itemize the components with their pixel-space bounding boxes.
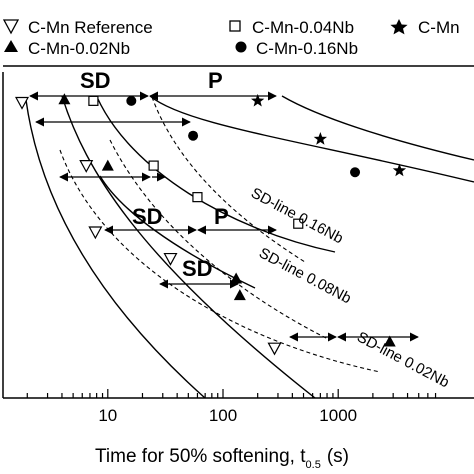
data-point-triangle-down-open bbox=[79, 160, 94, 173]
legend-label-reference: C-Mn Reference bbox=[28, 18, 153, 37]
annotation-p-mid: P bbox=[214, 204, 229, 229]
data-point-triangle-up-filled bbox=[233, 289, 246, 301]
plot-area bbox=[2, 65, 474, 399]
data-point-square-open bbox=[88, 95, 99, 106]
legend-label-cmn: C-Mn bbox=[418, 18, 460, 37]
data-point-star bbox=[313, 132, 327, 145]
data-point-triangle-down-open bbox=[267, 342, 282, 356]
data-point-star bbox=[251, 93, 265, 107]
data-markers bbox=[14, 93, 407, 356]
data-point-square-open bbox=[148, 160, 159, 171]
x-tick-label: 100 bbox=[209, 406, 237, 425]
triangle-up-filled-icon bbox=[4, 40, 18, 52]
legend-label-0.02nb: C-Mn-0.02Nb bbox=[28, 39, 130, 58]
data-point-triangle-up-filled bbox=[101, 159, 114, 171]
annotation-p-top: P bbox=[208, 68, 223, 93]
data-point-circle-filled bbox=[350, 167, 361, 178]
circle-filled-icon bbox=[235, 41, 247, 53]
sd-line-0.08nb bbox=[109, 139, 331, 341]
star-icon bbox=[390, 19, 408, 35]
legend-label-0.16nb: C-Mn-0.16Nb bbox=[256, 39, 358, 58]
x-axis-ticks bbox=[26, 389, 437, 398]
x-axis-title-unit: (s) bbox=[327, 446, 349, 467]
square-open-icon bbox=[229, 20, 241, 32]
fit-curve-cmn bbox=[281, 95, 474, 161]
data-point-square-open bbox=[293, 218, 304, 229]
annotation-sd-line-0.02nb: SD-line 0.02Nb bbox=[354, 329, 452, 392]
data-point-circle-filled bbox=[188, 130, 199, 141]
legend-label-0.04nb: C-Mn-0.04Nb bbox=[252, 18, 354, 37]
legend-item-0.04nb: C-Mn-0.04Nb bbox=[229, 18, 354, 37]
x-axis-title-main: Time for 50% softening, t bbox=[95, 446, 306, 467]
legend-item-0.16nb: C-Mn-0.16Nb bbox=[235, 39, 358, 58]
data-point-triangle-down-open bbox=[88, 226, 103, 240]
fit-curve-reference-upper bbox=[25, 99, 206, 399]
data-point-triangle-down-open bbox=[163, 252, 178, 266]
x-tick-label: 1000 bbox=[319, 406, 357, 425]
fit-curves bbox=[25, 95, 474, 399]
sd-line-0.02nb bbox=[59, 149, 381, 373]
sd-line-0.16nb bbox=[151, 96, 306, 263]
annotation-sd-low: SD bbox=[182, 256, 213, 281]
data-point-square-open bbox=[192, 192, 203, 203]
data-point-star bbox=[392, 163, 407, 177]
legend-item-reference: C-Mn Reference bbox=[2, 18, 153, 37]
fit-curve-0.16nb bbox=[149, 95, 474, 183]
annotation-sd-mid: SD bbox=[132, 204, 163, 229]
data-point-circle-filled bbox=[126, 95, 137, 106]
x-tick-labels: 10 100 1000 bbox=[98, 406, 357, 425]
data-point-triangle-down-open bbox=[14, 96, 30, 110]
legend: C-Mn Reference C-Mn-0.04Nb C-Mn C-Mn-0.0… bbox=[2, 18, 460, 58]
legend-item-cmn: C-Mn bbox=[390, 18, 460, 37]
triangle-down-open-icon bbox=[2, 19, 20, 35]
fit-curve-0.02nb-upper bbox=[61, 95, 316, 399]
annotation-sd-top: SD bbox=[80, 68, 111, 93]
x-axis-title: Time for 50% softening, t0.5 (s) bbox=[95, 446, 349, 471]
sd-lines bbox=[59, 96, 381, 373]
x-tick-label: 10 bbox=[98, 406, 117, 425]
data-point-triangle-up-filled bbox=[230, 272, 243, 284]
data-point-triangle-up-filled bbox=[58, 93, 71, 105]
annotation-sd-line-0.08nb: SD-line 0.08Nb bbox=[256, 245, 354, 308]
annotation-sd-line-0.16nb: SD-line 0.16Nb bbox=[248, 185, 346, 248]
x-axis-title-subscript: 0.5 bbox=[306, 459, 321, 471]
data-point-triangle-up-filled bbox=[383, 335, 396, 347]
legend-item-0.02nb: C-Mn-0.02Nb bbox=[4, 39, 130, 58]
